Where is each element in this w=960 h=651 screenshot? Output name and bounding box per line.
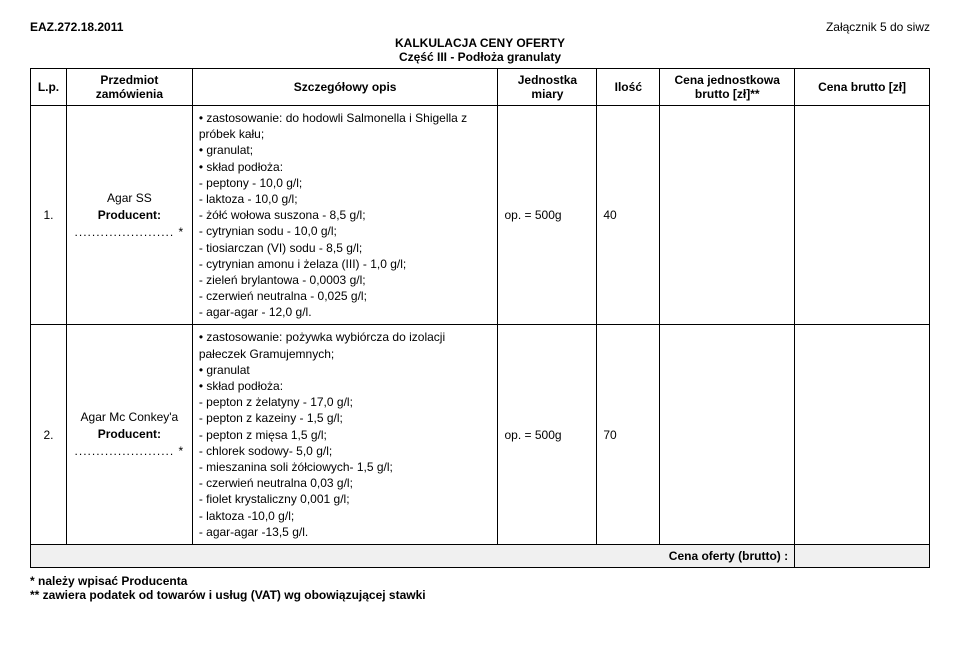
unit-price-cell	[660, 325, 795, 544]
description-line: • skład podłoża:	[199, 378, 492, 394]
description-line: - laktoza -10,0 g/l;	[199, 508, 492, 524]
subject-cell: Agar SSProducent:.......................…	[66, 106, 192, 325]
footnote-1: * należy wpisać Producenta	[30, 574, 930, 588]
col-unit-price: Cena jednostkowa brutto [zł]**	[660, 69, 795, 106]
doc-id: EAZ.272.18.2011	[30, 20, 123, 34]
title-line-2: Część III - Podłoża granulaty	[30, 50, 930, 64]
col-total-price: Cena brutto [zł]	[795, 69, 930, 106]
unit-price-cell	[660, 106, 795, 325]
subject-name: Agar Mc Conkey'a	[73, 409, 186, 426]
footnotes: * należy wpisać Producenta ** zawiera po…	[30, 574, 930, 602]
col-desc: Szczegółowy opis	[192, 69, 498, 106]
producer-label: Producent:	[73, 207, 186, 224]
table-row: 1.Agar SSProducent:.....................…	[31, 106, 930, 325]
table-row: 2.Agar Mc Conkey'aProducent:............…	[31, 325, 930, 544]
description-line: - cytrynian amonu i żelaza (III) - 1,0 g…	[199, 256, 492, 272]
description-line: - tiosiarczan (VI) sodu - 8,5 g/l;	[199, 240, 492, 256]
description-line: - fiolet krystaliczny 0,001 g/l;	[199, 491, 492, 507]
description-line: - pepton z żelatyny - 17,0 g/l;	[199, 394, 492, 410]
description-line: - cytrynian sodu - 10,0 g/l;	[199, 223, 492, 239]
total-row: Cena oferty (brutto) :	[31, 544, 930, 567]
total-label: Cena oferty (brutto) :	[31, 544, 795, 567]
subject-name: Agar SS	[73, 190, 186, 207]
description-line: - pepton z kazeiny - 1,5 g/l;	[199, 410, 492, 426]
description-line: - żółć wołowa suszona - 8,5 g/l;	[199, 207, 492, 223]
col-unit: Jednostka miary	[498, 69, 597, 106]
producer-dots: ....................... *	[73, 224, 186, 241]
description-cell: • zastosowanie: do hodowli Salmonella i …	[192, 106, 498, 325]
description-line: - chlorek sodowy- 5,0 g/l;	[199, 443, 492, 459]
description-line: - laktoza - 10,0 g/l;	[199, 191, 492, 207]
total-value-cell	[795, 544, 930, 567]
description-line: • granulat;	[199, 142, 492, 158]
total-price-cell	[795, 325, 930, 544]
description-cell: • zastosowanie: pożywka wybiórcza do izo…	[192, 325, 498, 544]
lp-cell: 2.	[31, 325, 67, 544]
subject-cell: Agar Mc Conkey'aProducent:..............…	[66, 325, 192, 544]
title-line-1: KALKULACJA CENY OFERTY	[30, 36, 930, 50]
lp-cell: 1.	[31, 106, 67, 325]
description-line: - czerwień neutralna 0,03 g/l;	[199, 475, 492, 491]
table-header-row: L.p. Przedmiot zamówienia Szczegółowy op…	[31, 69, 930, 106]
description-line: - zieleń brylantowa - 0,0003 g/l;	[199, 272, 492, 288]
description-line: - pepton z mięsa 1,5 g/l;	[199, 427, 492, 443]
unit-cell: op. = 500g	[498, 325, 597, 544]
unit-cell: op. = 500g	[498, 106, 597, 325]
description-line: - peptony - 10,0 g/l;	[199, 175, 492, 191]
producer-label: Producent:	[73, 426, 186, 443]
description-line: - agar-agar - 12,0 g/l.	[199, 304, 492, 320]
description-line: • granulat	[199, 362, 492, 378]
col-qty: Ilość	[597, 69, 660, 106]
col-lp: L.p.	[31, 69, 67, 106]
attachment-label: Załącznik 5 do siwz	[826, 20, 930, 34]
qty-cell: 40	[597, 106, 660, 325]
col-subject: Przedmiot zamówienia	[66, 69, 192, 106]
description-line: - czerwień neutralna - 0,025 g/l;	[199, 288, 492, 304]
total-price-cell	[795, 106, 930, 325]
footnote-2: ** zawiera podatek od towarów i usług (V…	[30, 588, 930, 602]
description-line: - mieszanina soli żółciowych- 1,5 g/l;	[199, 459, 492, 475]
description-line: - agar-agar -13,5 g/l.	[199, 524, 492, 540]
main-table: L.p. Przedmiot zamówienia Szczegółowy op…	[30, 68, 930, 568]
producer-dots: ....................... *	[73, 443, 186, 460]
description-line: • skład podłoża:	[199, 159, 492, 175]
description-line: • zastosowanie: do hodowli Salmonella i …	[199, 110, 492, 142]
qty-cell: 70	[597, 325, 660, 544]
description-line: • zastosowanie: pożywka wybiórcza do izo…	[199, 329, 492, 361]
